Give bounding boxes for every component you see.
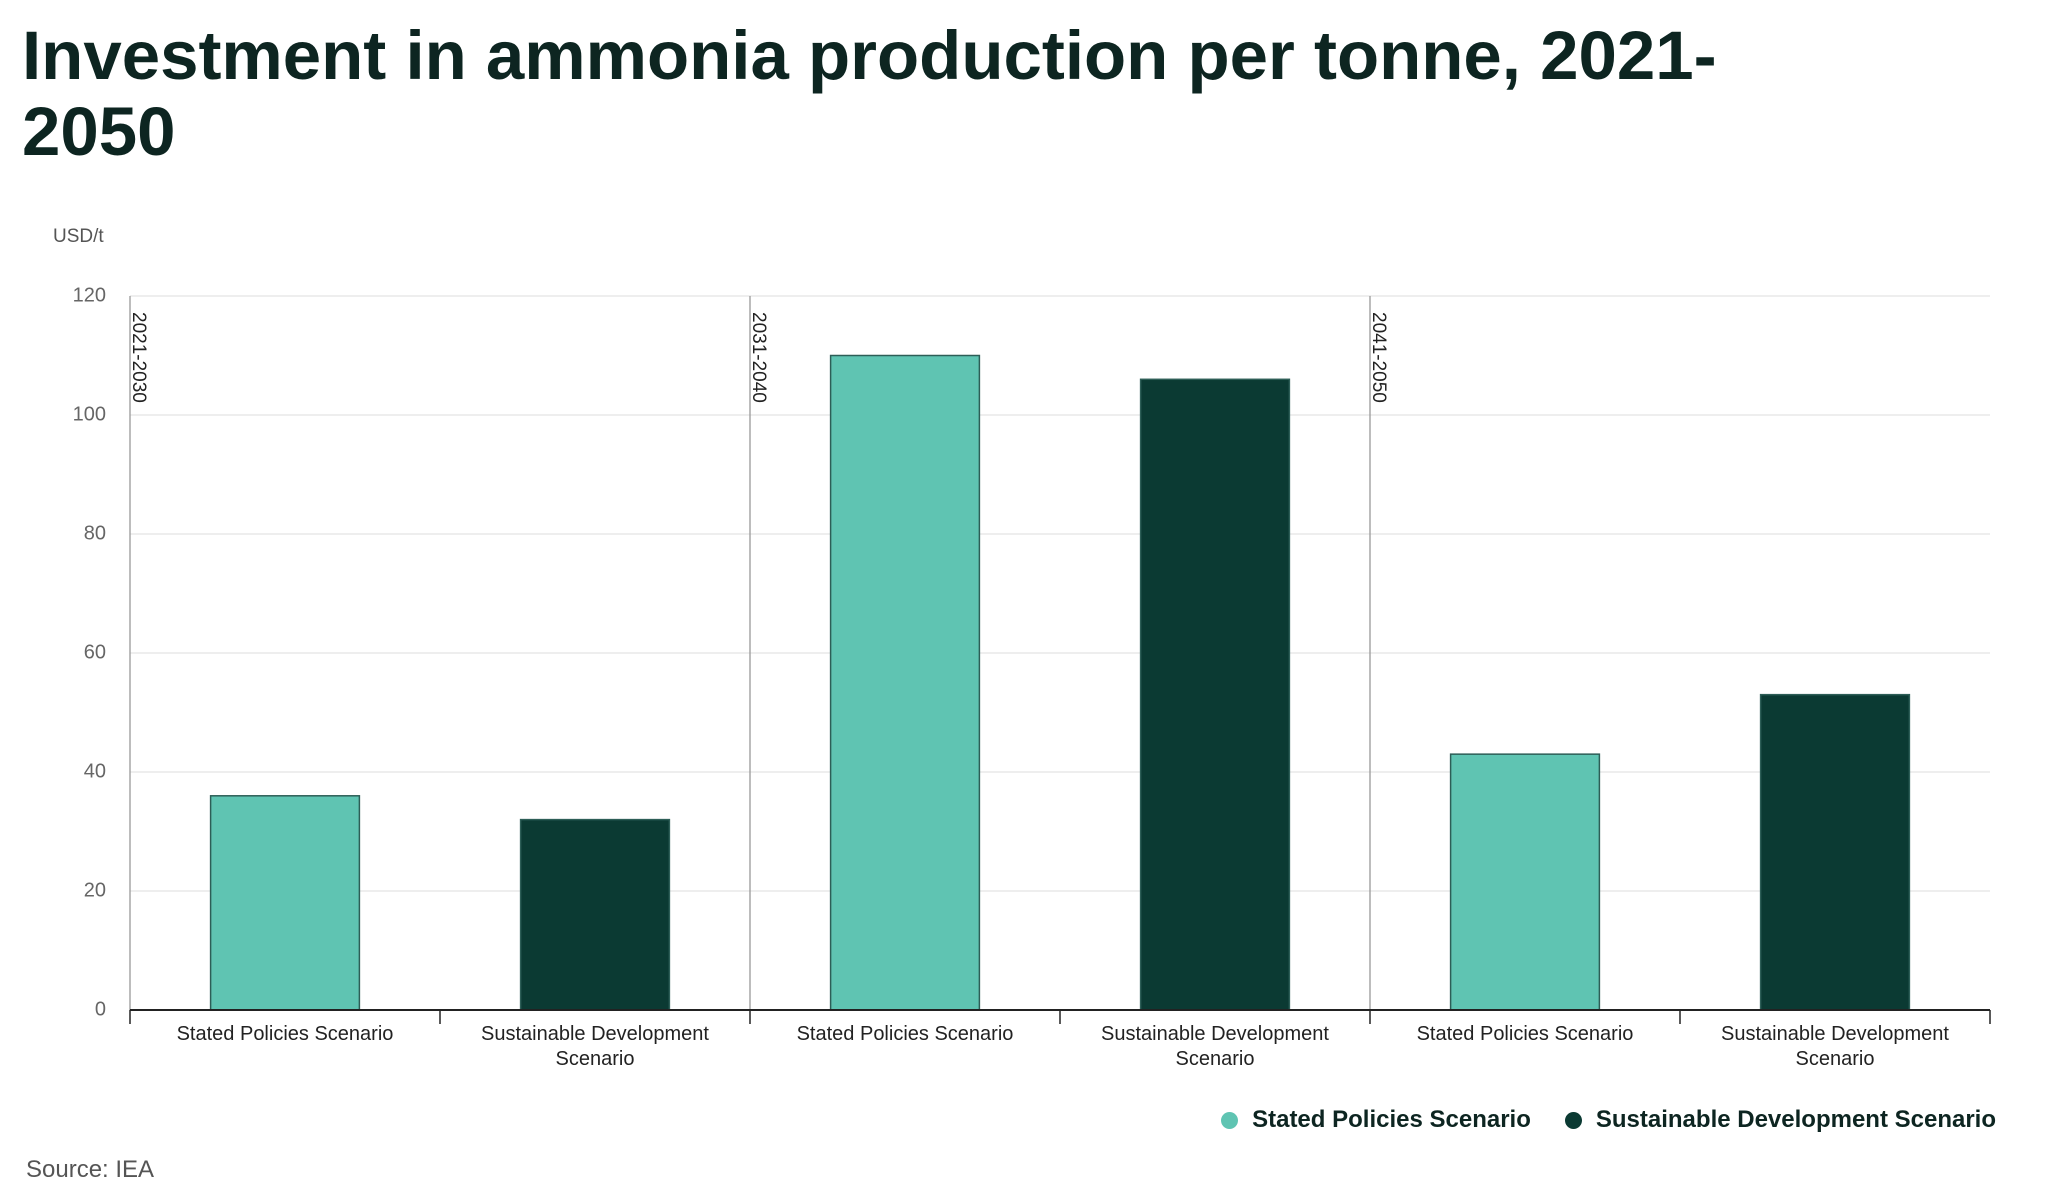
y-tick-label: 60: [84, 641, 106, 663]
legend-label: Stated Policies Scenario: [1252, 1106, 1531, 1133]
y-tick-label: 40: [84, 760, 106, 782]
y-tick-label: 100: [73, 403, 106, 425]
legend-swatch: [1221, 1111, 1239, 1129]
legend-label: Sustainable Development Scenario: [1595, 1106, 1996, 1133]
y-tick-label: 0: [95, 998, 106, 1020]
y-tick-label: 120: [73, 284, 106, 306]
y-axis-label: USD/t: [53, 226, 104, 247]
bar: [829, 354, 981, 1011]
group-label: 2041-2050: [1368, 312, 1389, 403]
x-tick-label: Sustainable Development Scenario: [1721, 1023, 1949, 1070]
bar: [519, 818, 671, 1011]
y-tick-label: 80: [84, 522, 106, 544]
bar: [209, 795, 361, 1011]
x-tick-label: Stated Policies Scenario: [176, 1023, 394, 1045]
legend-item: Sustainable Development Scenario: [1564, 1106, 1996, 1134]
x-tick-label: Stated Policies Scenario: [796, 1023, 1014, 1045]
y-tick-label: 20: [84, 879, 106, 901]
bar: [1449, 753, 1601, 1011]
x-tick-label: Sustainable Development Scenario: [481, 1023, 709, 1070]
source: Source: IEA: [26, 1156, 155, 1183]
chart-title: Investment in ammonia production per ton…: [22, 17, 1717, 170]
bar: [1759, 693, 1911, 1011]
group-label: 2031-2040: [748, 312, 769, 403]
x-tick-label: Stated Policies Scenario: [1416, 1023, 1634, 1045]
x-tick-label: Sustainable Development Scenario: [1101, 1023, 1329, 1070]
legend-item: Stated Policies Scenario: [1221, 1106, 1531, 1134]
group-label: 2021-2030: [128, 312, 149, 403]
legend-swatch: [1564, 1111, 1582, 1129]
bar: [1139, 378, 1291, 1011]
legend: Stated Policies Scenario Sustainable Deve…: [1221, 1106, 1996, 1134]
